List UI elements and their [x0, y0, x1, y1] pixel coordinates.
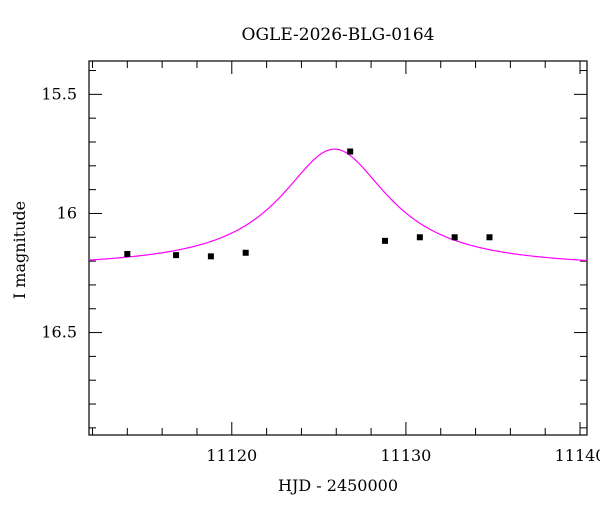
- data-point: [416, 234, 423, 241]
- x-tick-label: 11130: [380, 446, 431, 465]
- data-point: [486, 234, 493, 241]
- chart-title: OGLE-2026-BLG-0164: [242, 25, 435, 45]
- y-tick-label: 15.5: [41, 84, 77, 103]
- data-point: [451, 234, 458, 241]
- data-point: [173, 252, 180, 259]
- y-tick-label: 16: [57, 203, 77, 222]
- data-point: [347, 148, 354, 155]
- data-point: [242, 249, 249, 256]
- x-axis-label: HJD - 2450000: [278, 476, 398, 495]
- plot-area: 11120 11130 11140 15.5 16 16.5: [41, 60, 600, 465]
- data-point: [382, 237, 389, 244]
- model-curve: [88, 148, 588, 262]
- data-point: [124, 250, 131, 257]
- x-tick-label: 11140: [555, 446, 600, 465]
- x-tick-label: 11120: [206, 446, 257, 465]
- data-point: [207, 253, 214, 260]
- y-axis-label: I magnitude: [10, 201, 29, 299]
- y-tick-label: 16.5: [41, 323, 77, 342]
- plot-frame: [88, 60, 588, 436]
